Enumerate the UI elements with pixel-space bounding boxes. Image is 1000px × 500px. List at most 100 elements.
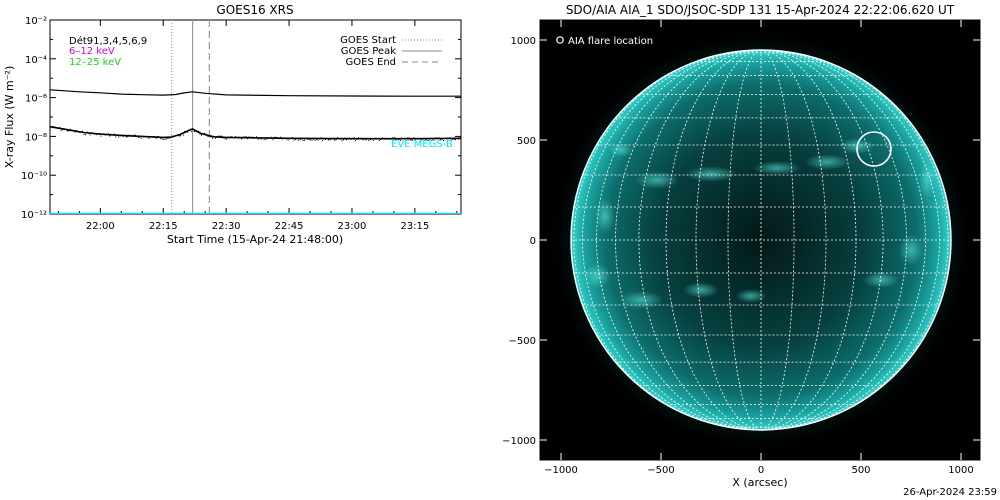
goes-noise-point [313,138,314,140]
goes-noise-point [166,138,167,140]
goes-noise-point [428,140,430,141]
goes-noise-point [62,129,64,131]
goes-noise-point [221,135,223,137]
goes-noise-point [192,128,194,130]
goes-noise-point [290,138,292,140]
goes-noise-point [298,139,299,141]
grid-line [760,49,857,431]
goes-noise-point [405,138,407,140]
goes-noise-point [75,130,77,132]
goes-noise-point [104,134,106,136]
goes-noise-point [143,136,145,138]
aia-x-axis: −1000 −500 0 500 1000 [544,20,974,476]
goes-noise-point [229,137,231,139]
goes-noise-point [425,139,427,140]
goes-noise-point [437,137,439,139]
goes-noise-point [381,137,383,139]
goes-noise-point [441,138,443,140]
solar-limb [570,49,952,431]
goes-noise-point [331,138,332,140]
goes-noise-point [118,136,120,138]
goes-noise-point [458,138,459,140]
goes-noise-point [386,137,388,139]
goes-noise-point [398,138,400,140]
goes-noise-point [86,131,88,133]
goes-noise-point [175,134,177,136]
goes-noise-point [366,138,368,140]
aia-y-tick-label: −500 [509,336,536,347]
goes-y-tick-label: 10⁻¹⁰ [21,171,47,182]
flare-location-circle [856,131,892,167]
goes-noise-point [359,138,361,140]
goes-noise-point [205,133,207,135]
active-region-brightening [609,143,633,157]
goes-noise-point [363,137,365,139]
goes-noise-point [152,136,154,138]
goes-noise-point [160,138,162,140]
goes-noise-point [289,138,291,140]
goes-noise-point [100,135,102,137]
goes-noise-point [440,139,442,141]
goes-noise-point [358,137,359,139]
goes-noise-point [148,137,150,139]
goes-noise-point [198,130,200,132]
goes-noise-point [204,132,206,134]
goes-noise-point [248,136,250,138]
goes-noise-point [57,128,59,129]
goes-series-group [50,89,461,214]
goes-noise-point [347,137,349,139]
goes-noise-point [163,138,165,140]
goes-noise-point [423,137,425,139]
goes-noise-point [459,137,461,139]
goes-noise-point [247,138,249,140]
goes-noise-point [238,136,240,138]
goes-noise-point [236,137,238,139]
goes-series-line [50,125,461,140]
goes-y-tick-label: 10⁻⁴ [25,55,47,66]
goes-noise-point [195,130,197,132]
aia-x-tick-label: 500 [851,465,870,476]
goes-noise-point [207,135,209,137]
goes-noise-point [88,132,90,134]
goes-noise-point [320,137,322,139]
grid-line [695,49,762,431]
goes-noise-point [260,138,262,140]
active-regions [583,138,935,309]
legend-goes-end: GOES End [346,57,396,68]
active-region-brightening [583,264,611,288]
goes-noise-point [202,133,204,135]
goes-noise-point [350,138,352,140]
goes-noise-point [170,137,172,139]
legend-6-12-kev: 6–12 keV [69,46,115,57]
active-region-brightening [805,154,849,170]
goes-noise-point [390,138,392,140]
goes-noise-point [356,138,358,140]
goes-noise-point [268,137,270,139]
goes-noise-point [380,138,382,140]
active-region-brightening [685,166,737,182]
goes-noise-point [51,127,53,129]
goes-noise-point [335,139,337,141]
grid-line [760,49,795,431]
goes-noise-point [259,137,261,139]
goes-noise-point [226,138,228,140]
active-region-brightening [635,171,679,189]
goes-noise-point [299,139,301,140]
goes-noise-point [414,138,416,140]
goes-noise-point [274,136,276,138]
goes-noise-point [254,137,256,139]
goes-noise-point [275,136,277,138]
goes-noise-point [230,136,232,137]
goes-noise-point [296,138,298,140]
goes-noise-point [286,138,288,140]
goes-noise-point [116,134,118,136]
goes-noise-point [130,135,132,136]
goes-noise-point [434,138,436,140]
goes-noise-point [244,136,246,138]
goes-noise-point [155,137,157,139]
goes-plot-title: GOES16 XRS [216,3,293,17]
goes-noise-point [301,138,302,140]
goes-noise-point [119,135,121,137]
goes-noise-point [365,139,367,141]
